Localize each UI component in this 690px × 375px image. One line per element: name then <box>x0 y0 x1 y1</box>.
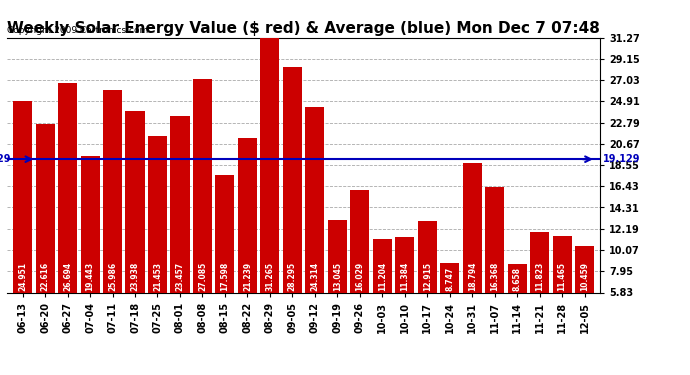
Text: 11.465: 11.465 <box>558 262 566 291</box>
Text: 23.938: 23.938 <box>130 262 139 291</box>
Bar <box>351 190 369 292</box>
Bar <box>373 238 392 292</box>
Bar <box>170 116 190 292</box>
Bar <box>485 187 504 292</box>
Text: 16.029: 16.029 <box>355 262 364 291</box>
Text: 10.459: 10.459 <box>580 262 589 291</box>
Bar <box>58 83 77 292</box>
Text: 31.265: 31.265 <box>266 262 275 291</box>
Bar <box>417 222 437 292</box>
Bar <box>215 174 235 292</box>
Bar <box>193 80 212 292</box>
Text: 19.129: 19.129 <box>0 154 12 164</box>
Text: 8.658: 8.658 <box>513 267 522 291</box>
Bar <box>462 162 482 292</box>
Text: 17.598: 17.598 <box>220 262 230 291</box>
Bar <box>575 246 594 292</box>
Bar <box>508 264 526 292</box>
Text: 16.368: 16.368 <box>490 262 499 291</box>
Text: 11.204: 11.204 <box>377 262 387 291</box>
Bar <box>238 138 257 292</box>
Bar <box>328 220 347 292</box>
Bar <box>553 236 571 292</box>
Title: Weekly Solar Energy Value ($ red) & Average (blue) Mon Dec 7 07:48: Weekly Solar Energy Value ($ red) & Aver… <box>7 21 600 36</box>
Bar <box>283 68 302 292</box>
Text: 22.616: 22.616 <box>41 262 50 291</box>
Text: 11.823: 11.823 <box>535 262 544 291</box>
Bar <box>126 111 145 292</box>
Bar <box>103 90 122 292</box>
Text: 26.694: 26.694 <box>63 262 72 291</box>
Text: 24.951: 24.951 <box>18 262 27 291</box>
Text: 25.986: 25.986 <box>108 262 117 291</box>
Text: 23.457: 23.457 <box>175 262 184 291</box>
Text: 27.085: 27.085 <box>198 262 207 291</box>
Bar <box>305 107 324 292</box>
Text: 21.453: 21.453 <box>153 262 162 291</box>
Text: 19.443: 19.443 <box>86 262 95 291</box>
Bar <box>81 156 99 292</box>
Text: 24.314: 24.314 <box>310 262 319 291</box>
Text: 12.915: 12.915 <box>423 262 432 291</box>
Bar <box>395 237 414 292</box>
Bar <box>440 263 460 292</box>
Text: 18.794: 18.794 <box>468 262 477 291</box>
Text: 19.129: 19.129 <box>603 154 640 164</box>
Text: 21.239: 21.239 <box>243 262 252 291</box>
Bar <box>148 136 167 292</box>
Bar <box>36 124 55 292</box>
Text: 13.045: 13.045 <box>333 262 342 291</box>
Text: 28.295: 28.295 <box>288 262 297 291</box>
Text: 11.384: 11.384 <box>400 262 409 291</box>
Bar <box>530 232 549 292</box>
Text: 8.747: 8.747 <box>445 267 454 291</box>
Bar <box>13 101 32 292</box>
Text: Copyright 2009 Cartronics.com: Copyright 2009 Cartronics.com <box>7 26 148 35</box>
Bar <box>260 38 279 292</box>
